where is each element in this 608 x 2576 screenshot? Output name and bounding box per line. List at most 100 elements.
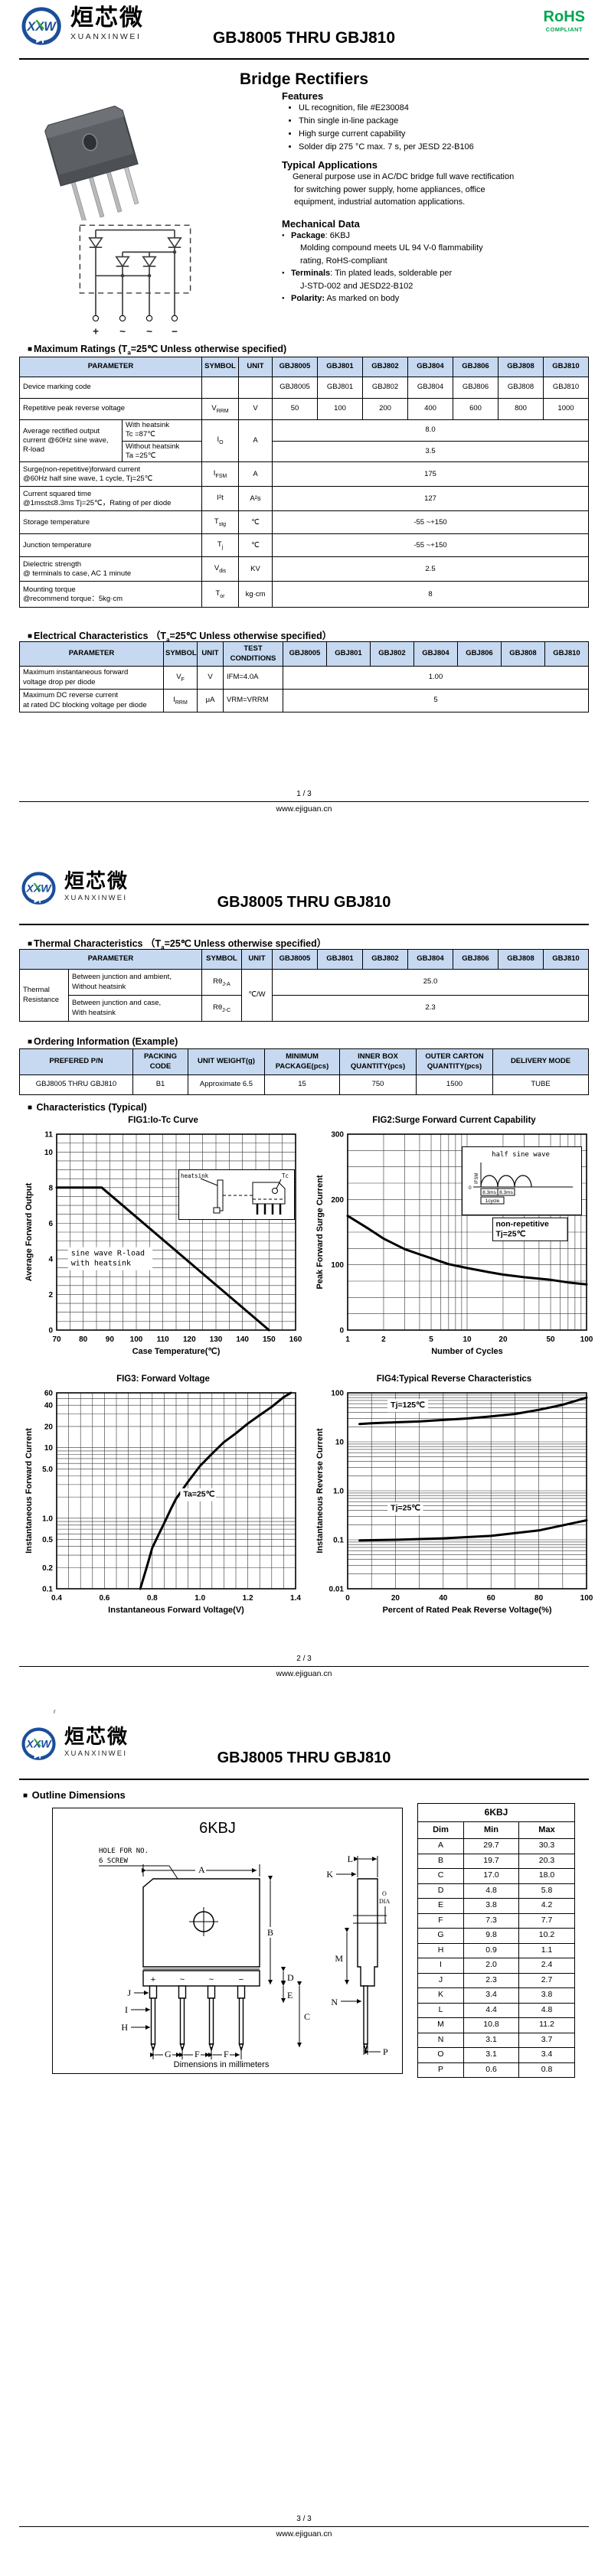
- thermal-table: PARAMETER SYMBOL UNIT GBJ8005 GBJ801 GBJ802 GB…: [19, 949, 589, 1022]
- doc-title: GBJ8005 THRU GBJ810: [212, 29, 396, 47]
- svg-text:5.0: 5.0: [42, 1466, 53, 1474]
- svg-text:F: F: [194, 2049, 200, 2059]
- fig1-plot: 70 80 90 100 110 120 130 140 150 160 0 2 4 6 8 10 11 sine…: [25, 1131, 302, 1357]
- max-ratings-table: PARAMETER SYMBOL UNIT GBJ8005 GBJ801 GBJ802 GB…: [19, 357, 589, 608]
- page-2: XXW 烜芯微 XUANXINWEI GBJ8005 THRU GBJ810 ■…: [0, 859, 608, 1717]
- svg-text:70: 70: [52, 1335, 61, 1344]
- svg-text:90: 90: [106, 1335, 115, 1344]
- svg-text:L: L: [348, 1854, 353, 1864]
- dimension-max: 3.8: [518, 1987, 576, 2004]
- application-line: General purpose use in AC/DC bridge full…: [293, 172, 515, 181]
- svg-text:J: J: [127, 1987, 131, 1998]
- svg-text:100: 100: [580, 1594, 593, 1603]
- footer-rule: [19, 801, 589, 802]
- svg-text:2: 2: [381, 1335, 386, 1344]
- dimension-min: 0.9: [463, 1942, 519, 1958]
- svg-text:with heatsink: with heatsink: [71, 1260, 131, 1268]
- product-column-header: GBJ801: [317, 357, 363, 377]
- svg-text:100: 100: [580, 1335, 593, 1344]
- mechanical-heading: Mechanical Data: [282, 217, 360, 230]
- svg-text:1.2: 1.2: [243, 1594, 253, 1603]
- svg-text:60: 60: [487, 1594, 496, 1603]
- svg-text:20: 20: [44, 1423, 54, 1431]
- ordering-column-header: DELIVERY MODE: [492, 1048, 589, 1075]
- svg-text:160: 160: [289, 1335, 302, 1344]
- dimension-max: 5.8: [518, 1883, 576, 1899]
- fig1-inset: heatsink Tc: [178, 1169, 295, 1220]
- dimension-max: 2.7: [518, 1972, 576, 1988]
- svg-text:20: 20: [391, 1594, 400, 1603]
- fig4-plot: 0 20 40 60 80 100 0.01 0.1 1.0 10 100 Tj=125℃ Tj=25℃…: [315, 1390, 593, 1616]
- svg-text:20: 20: [498, 1335, 508, 1344]
- fig1-title: FIG1:Io-Tc Curve: [128, 1116, 198, 1125]
- svg-text:O: O: [382, 1890, 387, 1897]
- product-column-header: GBJ8005: [272, 949, 318, 970]
- footer-url: www.ejiguan.cn: [276, 804, 332, 814]
- header-rule: [19, 58, 589, 60]
- dimension-dim: P: [417, 2062, 464, 2078]
- package-photo: [44, 105, 139, 220]
- feature-item: Solder dip 275 °C max. 7 s, per JESD 22-…: [299, 142, 600, 152]
- ifsm-axis-label: IFSM: [475, 1173, 479, 1184]
- dimension-min: 2.3: [463, 1972, 519, 1988]
- svg-text:−: −: [239, 1975, 244, 1984]
- svg-text:+: +: [93, 326, 99, 337]
- svg-text:8: 8: [48, 1184, 53, 1192]
- dimension-dim: L: [417, 2002, 464, 2018]
- logo-mark-icon: XXW: [21, 7, 61, 45]
- marking-code-cell: GBJ8005: [272, 377, 318, 399]
- feature-item: UL recognition, file #E230084: [299, 103, 600, 112]
- half-sine-label: half sine wave: [492, 1151, 550, 1159]
- marking-code-cell: GBJ801: [317, 377, 363, 399]
- rohs-compliant-label: COMPLIANT: [545, 26, 583, 33]
- svg-text:40: 40: [44, 1402, 54, 1410]
- header-rule: [19, 1779, 589, 1780]
- applications-heading: Typical Applications: [282, 159, 378, 171]
- svg-text:Case Temperature(℃): Case Temperature(℃): [132, 1347, 221, 1356]
- dimension-min: 4.4: [463, 2002, 519, 2018]
- dimension-dim: F: [417, 1912, 464, 1929]
- stray-mark: r: [54, 1708, 56, 1715]
- svg-text:2: 2: [48, 1291, 53, 1299]
- svg-text:DIA: DIA: [379, 1898, 390, 1905]
- svg-text:8.3ms: 8.3ms: [499, 1190, 513, 1195]
- svg-text:H: H: [121, 2022, 128, 2033]
- svg-text:6 SCREW: 6 SCREW: [99, 1857, 129, 1865]
- fig3-plot: 0.4 0.6 0.8 1.0 1.2 1.4 0.1 0.2 0.5 1.0 5.0 10 20 40 6…: [25, 1390, 301, 1616]
- svg-text:P: P: [383, 2046, 388, 2057]
- product-column-header: GBJ806: [453, 357, 498, 377]
- svg-text:1: 1: [345, 1335, 350, 1344]
- svg-text:80: 80: [79, 1335, 88, 1344]
- svg-text:~: ~: [180, 1975, 185, 1984]
- svg-text:200: 200: [331, 1196, 344, 1205]
- dimension-dim: B: [417, 1853, 464, 1869]
- svg-text:5: 5: [429, 1335, 433, 1344]
- rohs-badge: RoHS COMPLIANT: [544, 9, 585, 33]
- svg-text:~: ~: [119, 326, 126, 337]
- dimension-min: 3.1: [463, 2032, 519, 2048]
- ordering-cell: B1: [132, 1074, 188, 1095]
- ordering-table: PREFERED P/N PACKING CODE UNIT WEIGHT(g) MIN…: [19, 1048, 589, 1095]
- brand-chinese: 烜芯微: [70, 5, 144, 31]
- svg-text:~: ~: [209, 1975, 214, 1984]
- svg-text:1.0: 1.0: [333, 1488, 344, 1496]
- product-column-header: GBJ808: [498, 949, 544, 970]
- svg-text:6: 6: [48, 1220, 53, 1228]
- svg-text:4: 4: [48, 1255, 53, 1264]
- svg-text:10: 10: [44, 1444, 54, 1453]
- dimension-min: 3.1: [463, 2047, 519, 2063]
- rohs-label: RoHS: [543, 8, 585, 25]
- mechanical-data-line: Terminals: Tin plated leads, solderable …: [282, 267, 600, 280]
- svg-text:−: −: [172, 326, 178, 337]
- dimension-dim: C: [417, 1868, 464, 1884]
- svg-text:10: 10: [335, 1439, 345, 1447]
- svg-text:B: B: [267, 1927, 273, 1938]
- ordering-column-header: UNIT WEIGHT(g): [188, 1048, 265, 1075]
- applications-text: General purpose use in AC/DC bridge full…: [282, 171, 600, 209]
- product-column-header: GBJ810: [543, 357, 589, 377]
- ordering-cell: Approximate 6.5: [188, 1074, 265, 1095]
- svg-text:Peak Forward Surge Current: Peak Forward Surge Current: [315, 1175, 325, 1289]
- footer-rule: [19, 2526, 589, 2527]
- dimension-min: 10.8: [463, 2017, 519, 2033]
